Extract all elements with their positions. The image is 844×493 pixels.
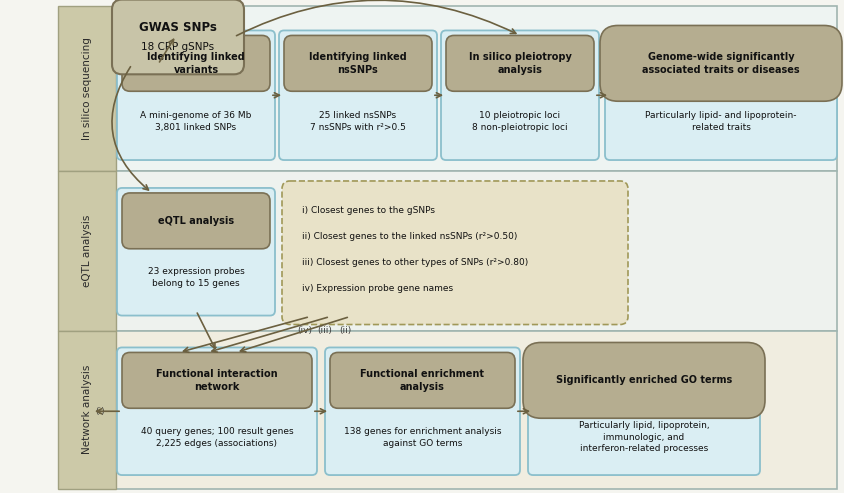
FancyBboxPatch shape — [282, 181, 627, 324]
Text: iv) Expression probe gene names: iv) Expression probe gene names — [301, 284, 452, 293]
Bar — [58, 171, 116, 330]
Text: i) Closest genes to the gSNPs: i) Closest genes to the gSNPs — [301, 207, 435, 215]
Text: eQTL analysis: eQTL analysis — [158, 216, 234, 226]
FancyBboxPatch shape — [116, 31, 274, 160]
Text: Significantly enriched GO terms: Significantly enriched GO terms — [555, 375, 731, 386]
Text: GWAS SNPs: GWAS SNPs — [139, 21, 217, 34]
Text: Particularly lipid, lipoprotein,
immunologic, and
interferon-related processes: Particularly lipid, lipoprotein, immunol… — [578, 421, 708, 454]
Bar — [58, 330, 116, 489]
Text: Functional interaction
network: Functional interaction network — [156, 369, 278, 391]
Text: 25 linked nsSNPs
7 nsSNPs with r²>0.5: 25 linked nsSNPs 7 nsSNPs with r²>0.5 — [310, 111, 405, 132]
Bar — [58, 5, 116, 171]
Text: (ii): (ii) — [338, 326, 351, 335]
Text: Functional enrichment
analysis: Functional enrichment analysis — [360, 369, 484, 391]
Text: Identifying linked
variants: Identifying linked variants — [147, 52, 245, 74]
Text: (iv): (iv) — [297, 326, 312, 335]
Text: In silico pleiotropy
analysis: In silico pleiotropy analysis — [468, 52, 571, 74]
FancyBboxPatch shape — [112, 0, 244, 74]
FancyBboxPatch shape — [279, 31, 436, 160]
FancyBboxPatch shape — [122, 352, 311, 408]
Bar — [116, 5, 836, 171]
FancyBboxPatch shape — [522, 343, 764, 418]
Text: 40 query genes; 100 result genes
2,225 edges (associations): 40 query genes; 100 result genes 2,225 e… — [140, 427, 293, 448]
FancyBboxPatch shape — [599, 26, 841, 101]
FancyBboxPatch shape — [441, 31, 598, 160]
Text: Genome-wide significantly
associated traits or diseases: Genome-wide significantly associated tra… — [641, 52, 799, 74]
FancyBboxPatch shape — [446, 35, 593, 91]
Text: Network analysis: Network analysis — [82, 365, 92, 455]
Bar — [116, 330, 836, 489]
FancyBboxPatch shape — [528, 348, 759, 475]
Text: Particularly lipid- and lipoprotein-
related traits: Particularly lipid- and lipoprotein- rel… — [645, 111, 796, 132]
FancyBboxPatch shape — [284, 35, 431, 91]
FancyBboxPatch shape — [604, 31, 836, 160]
Bar — [116, 171, 836, 330]
Text: 10 pleiotropic loci
8 non-pleiotropic loci: 10 pleiotropic loci 8 non-pleiotropic lo… — [472, 111, 567, 132]
Text: eQTL analysis: eQTL analysis — [82, 214, 92, 287]
Text: 138 genes for enrichment analysis
against GO terms: 138 genes for enrichment analysis agains… — [344, 427, 500, 448]
Text: (i): (i) — [95, 407, 105, 416]
Text: 18 CRP gSNPs: 18 CRP gSNPs — [141, 42, 214, 52]
Text: A mini-genome of 36 Mb
3,801 linked SNPs: A mini-genome of 36 Mb 3,801 linked SNPs — [140, 111, 252, 132]
FancyBboxPatch shape — [122, 193, 270, 249]
Text: 23 expression probes
belong to 15 genes: 23 expression probes belong to 15 genes — [148, 267, 244, 288]
Text: In silico sequencing: In silico sequencing — [82, 37, 92, 140]
Text: (iii): (iii) — [317, 326, 332, 335]
FancyBboxPatch shape — [122, 35, 270, 91]
FancyBboxPatch shape — [116, 348, 316, 475]
Text: ii) Closest genes to the linked nsSNPs (r²>0.50): ii) Closest genes to the linked nsSNPs (… — [301, 232, 517, 241]
FancyBboxPatch shape — [325, 348, 519, 475]
Text: Identifying linked
nsSNPs: Identifying linked nsSNPs — [309, 52, 407, 74]
FancyBboxPatch shape — [116, 188, 274, 316]
FancyBboxPatch shape — [330, 352, 514, 408]
Text: iii) Closest genes to other types of SNPs (r²>0.80): iii) Closest genes to other types of SNP… — [301, 258, 528, 267]
